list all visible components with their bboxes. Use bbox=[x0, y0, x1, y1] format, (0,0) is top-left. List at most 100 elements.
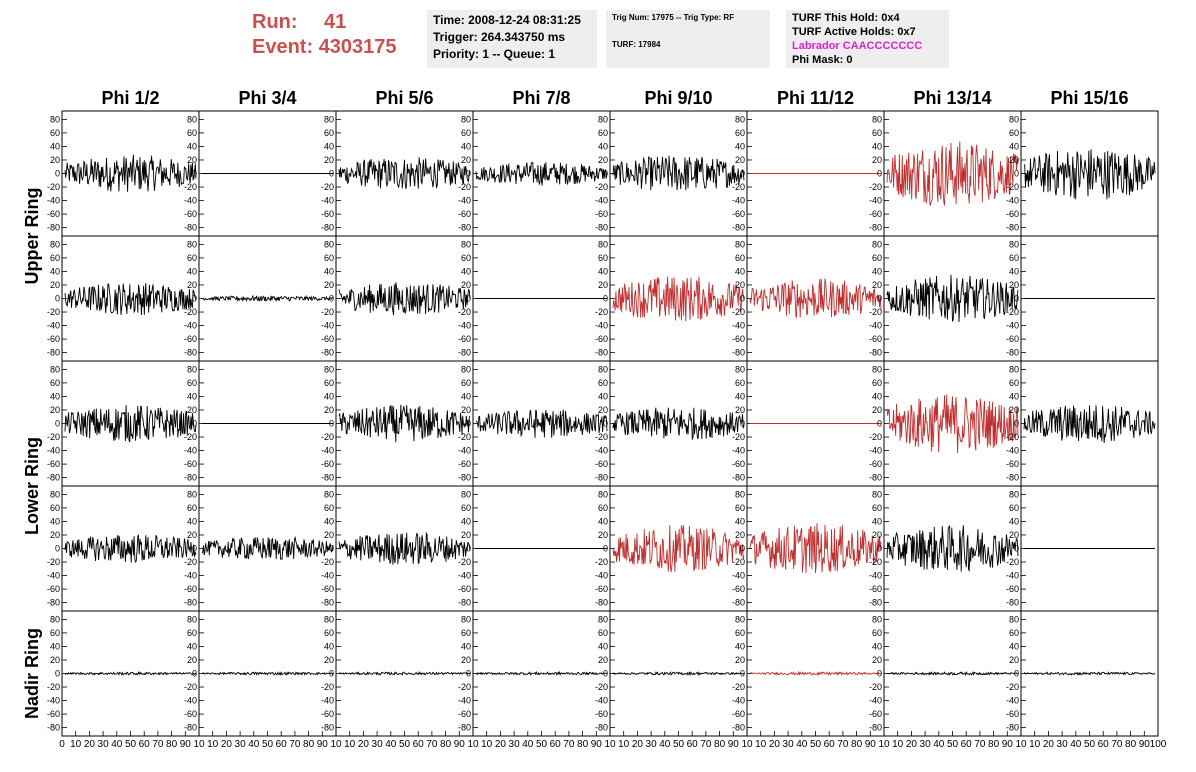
y-tick-label: 40 bbox=[735, 516, 745, 526]
y-tick-label: -60 bbox=[595, 584, 608, 594]
y-tick-label: 60 bbox=[1009, 378, 1019, 388]
run-label: Run: bbox=[252, 11, 298, 33]
y-tick-label: 60 bbox=[461, 128, 471, 138]
x-tick-label: 40 bbox=[111, 739, 123, 750]
waveform-trace bbox=[886, 394, 1019, 454]
waveform-trace bbox=[1023, 149, 1156, 200]
x-tick-label: 10 bbox=[1015, 739, 1027, 750]
x-tick-label: 10 bbox=[1029, 739, 1041, 750]
y-tick-label: 80 bbox=[598, 614, 608, 624]
y-tick-label: -20 bbox=[1006, 182, 1019, 192]
y-tick-label: 60 bbox=[872, 503, 882, 513]
y-tick-label: 0 bbox=[192, 294, 197, 304]
y-tick-label: 20 bbox=[187, 530, 197, 540]
x-tick-label: 30 bbox=[646, 739, 658, 750]
x-tick-label: 90 bbox=[454, 739, 466, 750]
x-tick-label: 30 bbox=[509, 739, 521, 750]
trigger-text: Trigger: 264.343750 ms bbox=[433, 30, 566, 44]
y-tick-label: -80 bbox=[732, 223, 745, 233]
y-tick-label: -60 bbox=[184, 209, 197, 219]
y-tick-label: 80 bbox=[324, 614, 334, 624]
y-tick-label: 20 bbox=[1009, 655, 1019, 665]
x-tick-label: 20 bbox=[221, 739, 233, 750]
y-tick-label: 20 bbox=[1009, 530, 1019, 540]
y-tick-label: -80 bbox=[869, 473, 882, 483]
y-tick-label: -60 bbox=[869, 334, 882, 344]
waveform-trace bbox=[886, 671, 1019, 677]
y-tick-label: -80 bbox=[321, 348, 334, 358]
y-tick-label: 60 bbox=[187, 128, 197, 138]
waveform-trace bbox=[201, 671, 334, 676]
y-tick-label: 20 bbox=[461, 530, 471, 540]
y-tick-label: 40 bbox=[735, 391, 745, 401]
y-tick-label: 0 bbox=[329, 169, 334, 179]
x-tick-label: 60 bbox=[276, 739, 288, 750]
y-tick-label: 20 bbox=[598, 405, 608, 415]
y-tick-label: -20 bbox=[47, 307, 60, 317]
x-tick-label: 30 bbox=[235, 739, 247, 750]
y-tick-label: 20 bbox=[872, 655, 882, 665]
y-tick-label: 60 bbox=[872, 128, 882, 138]
waveform-trace bbox=[612, 407, 745, 440]
y-tick-label: 20 bbox=[50, 280, 60, 290]
y-tick-label: 20 bbox=[872, 405, 882, 415]
y-tick-label: 20 bbox=[1009, 405, 1019, 415]
y-tick-label: -80 bbox=[47, 223, 60, 233]
y-tick-label: 60 bbox=[324, 628, 334, 638]
y-tick-label: 0 bbox=[1014, 294, 1019, 304]
y-tick-label: -40 bbox=[458, 696, 471, 706]
y-tick-label: -40 bbox=[732, 196, 745, 206]
y-tick-label: -60 bbox=[184, 459, 197, 469]
y-tick-label: -20 bbox=[458, 682, 471, 692]
y-tick-label: -40 bbox=[595, 571, 608, 581]
y-tick-label: -40 bbox=[184, 196, 197, 206]
x-tick-label: 80 bbox=[714, 739, 726, 750]
y-tick-label: 0 bbox=[1014, 669, 1019, 679]
x-tick-label: 80 bbox=[166, 739, 178, 750]
y-tick-label: -60 bbox=[458, 584, 471, 594]
x-tick-label: 10 bbox=[207, 739, 219, 750]
y-tick-label: 60 bbox=[50, 128, 60, 138]
turf-text: TURF: 17984 bbox=[612, 40, 661, 49]
y-tick-label: 20 bbox=[735, 155, 745, 165]
y-tick-label: 60 bbox=[50, 503, 60, 513]
y-tick-label: 0 bbox=[55, 544, 60, 554]
x-tick-label: 10 bbox=[755, 739, 767, 750]
x-tick-label: 70 bbox=[563, 739, 575, 750]
y-tick-label: -80 bbox=[595, 223, 608, 233]
x-tick-label: 50 bbox=[810, 739, 822, 750]
y-tick-label: -80 bbox=[321, 598, 334, 608]
column-header: Phi 9/10 bbox=[644, 88, 712, 108]
trig-panel: Trig Num: 17975 -- Trig Type: RF TURF: 1… bbox=[606, 10, 770, 68]
y-tick-label: -40 bbox=[321, 446, 334, 456]
y-tick-label: -80 bbox=[458, 598, 471, 608]
x-tick-label: 30 bbox=[372, 739, 384, 750]
y-tick-label: -20 bbox=[321, 182, 334, 192]
y-tick-label: -40 bbox=[184, 571, 197, 581]
x-tick-label: 10 bbox=[741, 739, 753, 750]
y-tick-label: -20 bbox=[458, 182, 471, 192]
y-tick-label: 40 bbox=[187, 266, 197, 276]
y-tick-label: -80 bbox=[1006, 473, 1019, 483]
y-tick-label: -80 bbox=[321, 223, 334, 233]
y-tick-label: -60 bbox=[321, 709, 334, 719]
y-tick-label: 60 bbox=[735, 503, 745, 513]
x-tick-label: 10 bbox=[892, 739, 904, 750]
y-tick-label: 80 bbox=[735, 239, 745, 249]
y-tick-label: -60 bbox=[1006, 209, 1019, 219]
time-text: Time: 2008-12-24 08:31:25 bbox=[433, 13, 581, 27]
y-tick-label: 40 bbox=[50, 266, 60, 276]
y-tick-label: -60 bbox=[1006, 709, 1019, 719]
y-tick-label: -20 bbox=[732, 682, 745, 692]
y-tick-label: 60 bbox=[461, 503, 471, 513]
y-tick-label: 80 bbox=[461, 239, 471, 249]
y-tick-label: 0 bbox=[603, 169, 608, 179]
y-tick-label: -20 bbox=[1006, 432, 1019, 442]
y-tick-label: 60 bbox=[872, 378, 882, 388]
y-tick-label: 60 bbox=[50, 378, 60, 388]
y-tick-label: -60 bbox=[869, 584, 882, 594]
ring-label: Nadir Ring bbox=[22, 628, 42, 719]
x-tick-label: 60 bbox=[413, 739, 425, 750]
y-tick-label: -40 bbox=[1006, 696, 1019, 706]
y-tick-label: 40 bbox=[324, 516, 334, 526]
